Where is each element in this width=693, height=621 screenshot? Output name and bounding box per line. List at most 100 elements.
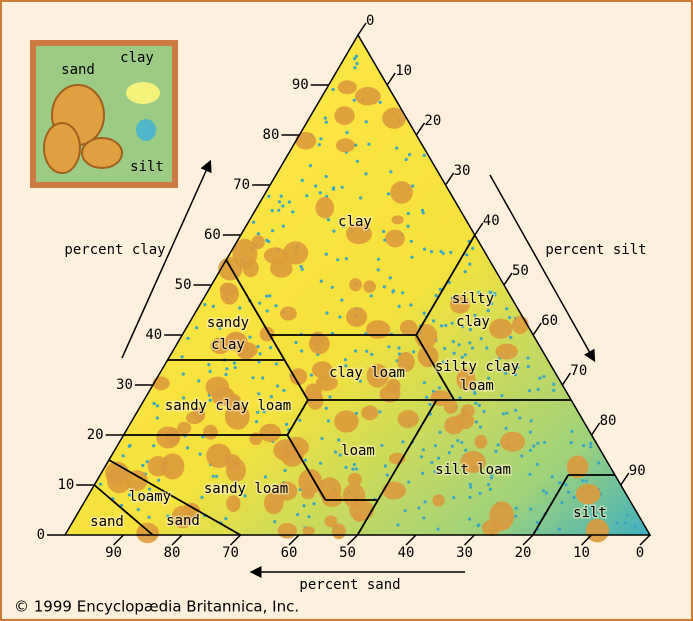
silt-dot (268, 294, 272, 298)
sand-grain (365, 320, 391, 339)
sand-grain (575, 483, 601, 505)
clay-tick-label: 60 (204, 227, 221, 243)
class-boundary (108, 459, 241, 536)
clay-tick-label: 70 (233, 177, 250, 193)
silt-tick-label: 50 (512, 263, 529, 279)
class-boundary (286, 399, 309, 436)
silt-dot (271, 229, 275, 233)
silt-dot (428, 402, 432, 407)
silt-dot (468, 341, 472, 345)
silt-dot (344, 257, 348, 261)
sand-grain (397, 351, 415, 372)
silt-dot (460, 355, 464, 359)
silt-dot (501, 368, 505, 372)
silt-dot (218, 326, 222, 330)
region-label: silty clay (435, 359, 519, 375)
silt-tick-label: 60 (541, 313, 558, 329)
silt-dot (307, 515, 311, 519)
silt-dot (256, 232, 260, 236)
silt-dot (477, 290, 481, 294)
silt-dot (208, 398, 212, 402)
silt-dot (355, 467, 359, 471)
silt-dot (438, 287, 442, 291)
sand-grain (443, 399, 458, 414)
tick-mark (580, 534, 593, 546)
silt-dot (265, 294, 269, 298)
tick-mark (386, 72, 396, 86)
silt-dot (447, 280, 451, 284)
silt-dot (391, 289, 396, 293)
silt-dot (294, 340, 298, 345)
silt-dot (211, 474, 215, 478)
silt-dot (120, 503, 124, 508)
silt-dot (443, 346, 447, 351)
silt-dot (257, 392, 261, 396)
silt-dot (396, 523, 400, 527)
sand-grain (585, 518, 610, 543)
silt-dot (317, 143, 321, 147)
silt-dot (557, 527, 562, 531)
sand-grain (399, 320, 418, 336)
silt-dot (261, 376, 265, 380)
silt-dot (437, 386, 442, 390)
silt-dot (472, 389, 476, 393)
silt-tick-label: 80 (600, 413, 617, 429)
region-label: clay (456, 314, 490, 330)
sand-grain (310, 331, 325, 346)
silt-dot (422, 311, 426, 315)
tick-mark (474, 222, 484, 236)
silt-dot (325, 311, 329, 315)
silt-dot (331, 187, 335, 191)
silt-dot (277, 200, 282, 204)
silt-dot (444, 323, 448, 328)
silt-dot (401, 440, 405, 444)
clay-particles (126, 82, 160, 104)
silt-dot (434, 293, 438, 298)
sand-grain (160, 453, 185, 480)
silt-dot (273, 520, 277, 524)
silt-dot (433, 444, 437, 448)
silt-dot (152, 401, 156, 406)
silt-dot (496, 443, 500, 447)
silt-dot (422, 516, 426, 520)
silt-dot (403, 509, 407, 513)
silt-dot (98, 482, 103, 486)
silt-dot (597, 461, 601, 465)
sand-grain (264, 247, 287, 265)
sand-grain (334, 410, 359, 433)
silt-dot (520, 454, 524, 458)
silt-dot (447, 451, 451, 455)
silt-dot (269, 395, 273, 399)
silt-dot (584, 479, 588, 483)
silt-dot (550, 475, 554, 479)
silt-dot (265, 309, 269, 313)
silt-dot (570, 429, 574, 433)
silt-dot (543, 440, 547, 445)
silt-dot (425, 395, 429, 399)
silt-dot (238, 306, 242, 310)
silt-dot (449, 250, 453, 254)
clay-tick-label: 20 (87, 427, 104, 443)
silt-dot (258, 352, 262, 356)
silt-dot (353, 57, 357, 61)
silt-dot (588, 506, 592, 510)
sand-grain (295, 132, 317, 150)
silt-dot (487, 483, 491, 487)
sand-grain (391, 215, 404, 225)
silt-dot (305, 194, 309, 198)
sand-grain (500, 431, 526, 452)
silt-dot (389, 170, 393, 174)
silt-dot (465, 253, 469, 257)
silt-dot (333, 450, 338, 454)
sand-grain (301, 488, 315, 500)
sand-grain (474, 434, 488, 449)
silt-dot (180, 355, 184, 359)
silt-dot (369, 294, 373, 298)
silt-dot (147, 515, 151, 519)
silt-dot (464, 448, 468, 452)
class-boundary (93, 484, 154, 536)
silt-dot (314, 184, 318, 188)
silt-dot (569, 441, 573, 445)
sand-grain (152, 376, 170, 391)
